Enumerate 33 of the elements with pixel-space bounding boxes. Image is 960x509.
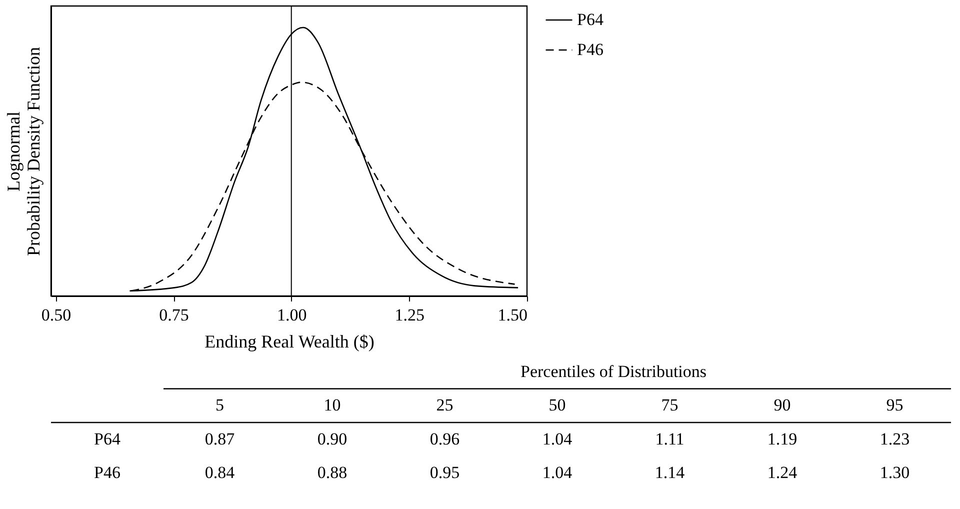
text: Percentiles of Distributions <box>520 362 707 381</box>
x-tick-label: 0.50 <box>41 306 72 324</box>
data-label: 0.84 <box>204 463 236 482</box>
text: P64 <box>94 429 121 448</box>
y-axis-title: Lognormal Probability Density Function <box>4 47 44 256</box>
data-label: 0.96 <box>430 429 460 448</box>
data-label: 0.88 <box>317 463 348 482</box>
data-label: 0.95 <box>430 463 460 482</box>
data-label: 0.87 <box>204 429 236 448</box>
category-label: 95 <box>886 396 904 415</box>
category-label: 50 <box>548 396 566 415</box>
legend-label: P64 <box>577 10 604 29</box>
data-label: 1.23 <box>880 429 910 448</box>
data-label: 1.04 <box>542 429 573 448</box>
category-label: 90 <box>774 396 791 415</box>
x-axis-title: Ending Real Wealth ($) <box>204 332 374 352</box>
category-label: 10 <box>324 396 341 415</box>
data-label: 0.90 <box>317 429 348 448</box>
data-label: 1.19 <box>767 429 798 448</box>
data-label: 1.04 <box>542 463 573 482</box>
category-label: 75 <box>661 396 678 415</box>
x-tick-label: 1.50 <box>498 306 528 324</box>
x-tick-label: 0.75 <box>159 306 189 324</box>
data-label: 1.11 <box>655 429 684 448</box>
legend-label: P46 <box>577 40 604 59</box>
x-tick-label: 1.00 <box>276 306 307 324</box>
text: P46 <box>94 463 120 482</box>
x-tick-label: 1.25 <box>394 306 425 324</box>
category-label: 25 <box>436 396 454 415</box>
data-label: 1.30 <box>880 463 910 482</box>
data-label: 1.14 <box>654 463 686 482</box>
data-label: 1.24 <box>767 463 798 482</box>
category-label: 5 <box>216 396 224 415</box>
